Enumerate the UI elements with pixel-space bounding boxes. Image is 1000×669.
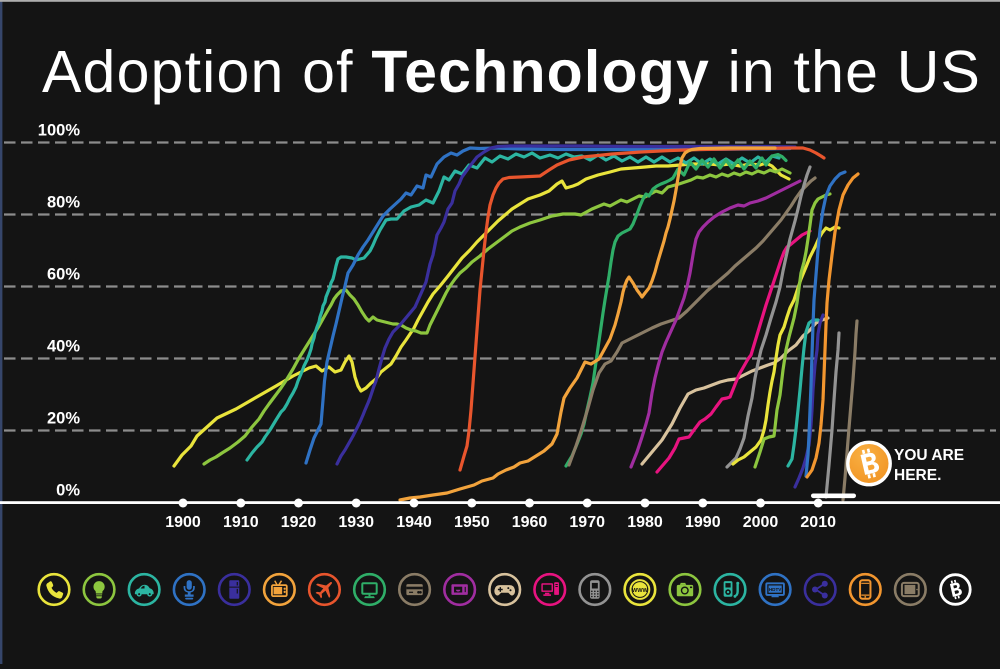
svg-text:WWW: WWW [632,588,649,594]
svg-text:1930: 1930 [338,514,374,531]
svg-text:2000: 2000 [743,514,779,531]
svg-text:0%: 0% [56,482,80,500]
svg-text:YOU ARE: YOU ARE [894,447,964,464]
svg-text:1980: 1980 [627,514,663,531]
svg-text:40%: 40% [47,338,80,356]
svg-text:1990: 1990 [685,514,721,531]
svg-text:100%: 100% [38,122,81,140]
svg-text:1960: 1960 [512,514,548,531]
svg-text:1920: 1920 [281,514,317,531]
svg-text:Adoption of Technology in the: Adoption of Technology in the US [42,39,981,105]
svg-text:1900: 1900 [165,514,201,531]
svg-text:2010: 2010 [800,514,836,531]
svg-text:1940: 1940 [396,514,432,531]
svg-text:HDTV: HDTV [769,587,782,592]
svg-text:20%: 20% [47,410,80,428]
svg-text:1950: 1950 [454,514,490,531]
svg-text:1910: 1910 [223,514,259,531]
svg-text:1970: 1970 [569,514,605,531]
svg-text:80%: 80% [47,194,80,212]
svg-text:HERE.: HERE. [894,467,941,484]
svg-text:60%: 60% [47,266,80,284]
